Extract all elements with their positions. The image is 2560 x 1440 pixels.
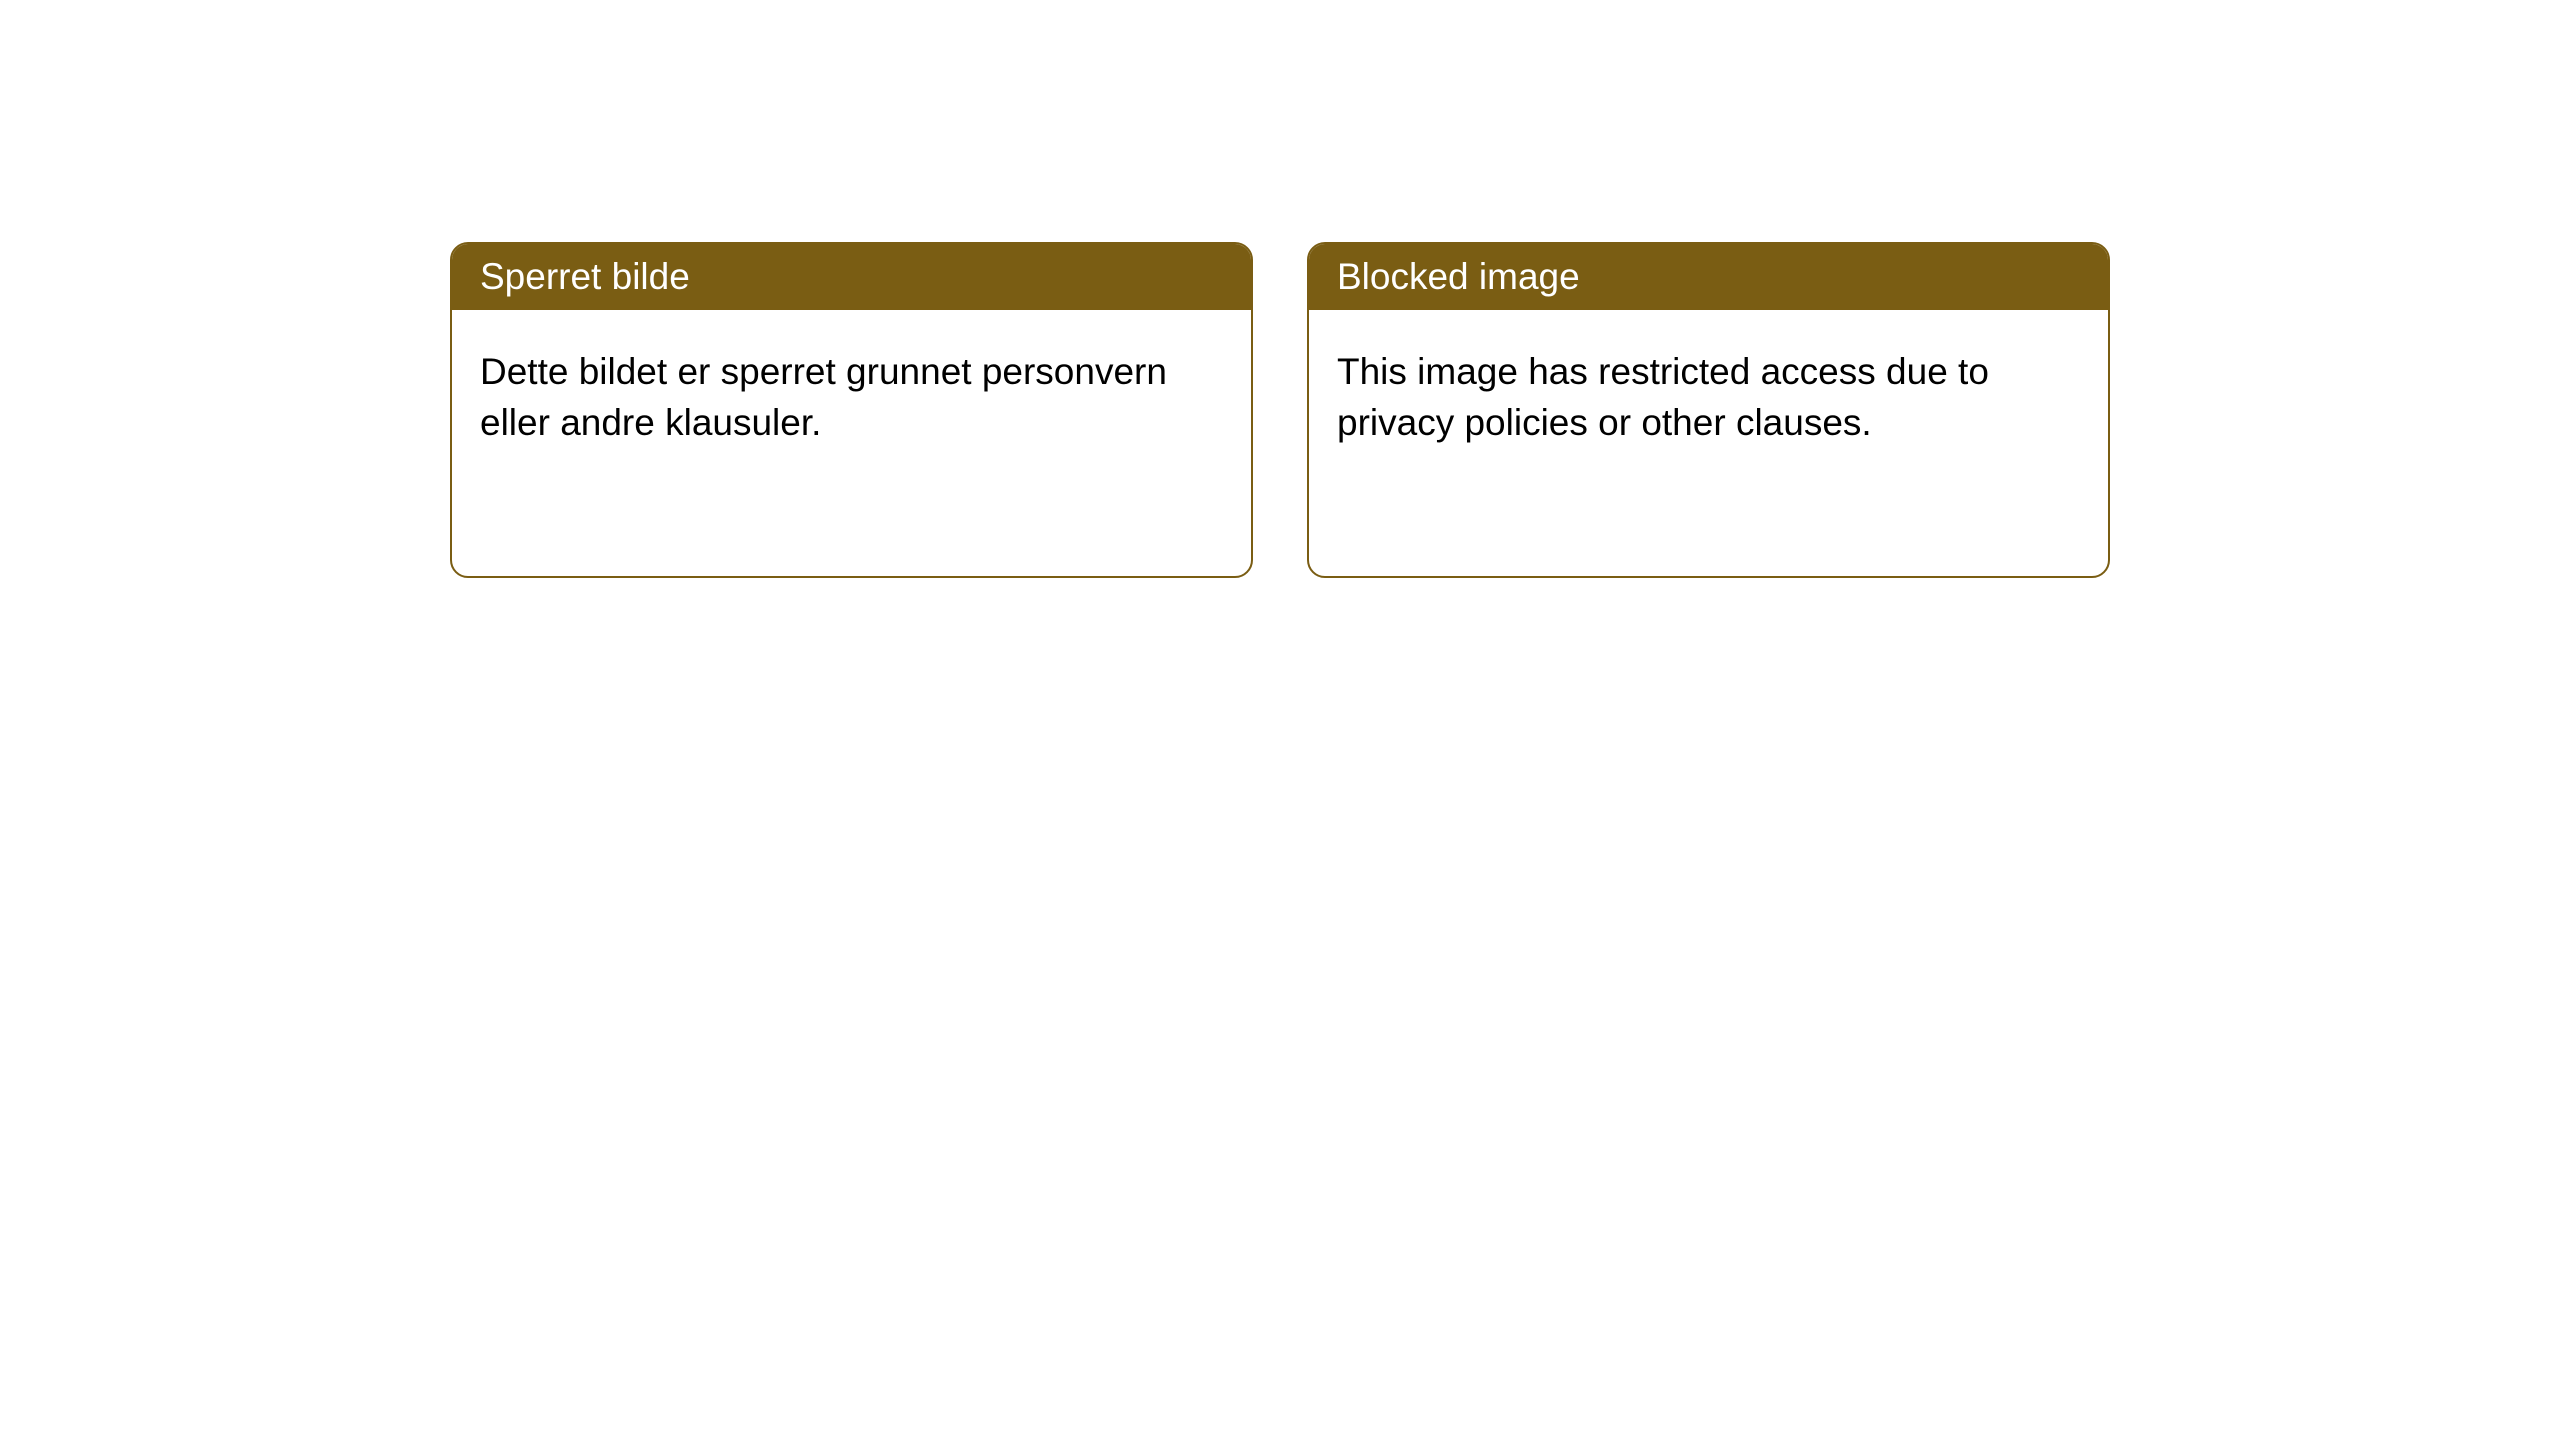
blocked-image-card-en: Blocked image This image has restricted … xyxy=(1307,242,2110,578)
card-header-no: Sperret bilde xyxy=(452,244,1251,310)
cards-container: Sperret bilde Dette bildet er sperret gr… xyxy=(0,0,2560,578)
card-body-en: This image has restricted access due to … xyxy=(1309,310,2108,484)
card-header-en: Blocked image xyxy=(1309,244,2108,310)
blocked-image-card-no: Sperret bilde Dette bildet er sperret gr… xyxy=(450,242,1253,578)
card-body-no: Dette bildet er sperret grunnet personve… xyxy=(452,310,1251,484)
